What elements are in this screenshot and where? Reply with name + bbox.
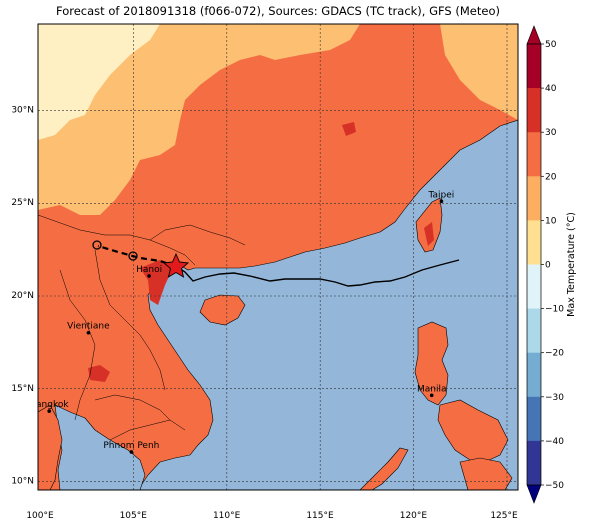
lat-tick-label: 20°N bbox=[11, 291, 34, 301]
colorbar-band bbox=[527, 44, 541, 89]
city-label: Hanoi bbox=[136, 265, 162, 275]
plot-frame bbox=[37, 23, 519, 491]
hainan bbox=[199, 294, 246, 326]
lat-axis: 30°N 25°N 20°N 15°N 10°N bbox=[11, 105, 34, 486]
colorbar-band bbox=[527, 308, 541, 353]
colorbar-label: Max Temperature (°C) bbox=[566, 212, 577, 317]
city-label: Manila bbox=[417, 384, 447, 394]
visayas bbox=[437, 399, 509, 463]
colorbar-tick-label: −10 bbox=[545, 305, 564, 315]
city-dot bbox=[439, 199, 444, 204]
lat-tick-label: 15°N bbox=[11, 384, 34, 394]
gulf-of-thailand bbox=[54, 404, 146, 490]
colorbar-tick-label: −50 bbox=[545, 481, 564, 491]
colorbar-tick-label: −30 bbox=[545, 393, 564, 403]
colorbar-max-arrow bbox=[526, 25, 542, 45]
colorbar: 50 40 30 20 10 0 −10 −20 −30 −40 −50 Max Temperatu… bbox=[526, 25, 577, 504]
lon-tick-label: 125°E bbox=[490, 511, 518, 521]
lon-tick-label: 110°E bbox=[213, 511, 241, 521]
city-label: Phnom Penh bbox=[103, 441, 159, 451]
lat-tick-label: 30°N bbox=[11, 105, 34, 115]
lon-tick-label: 120°E bbox=[400, 511, 428, 521]
palawan bbox=[359, 447, 409, 490]
city-label: Taipei bbox=[428, 190, 455, 200]
colorbar-tick-label: 0 bbox=[545, 261, 551, 271]
city-dot bbox=[429, 393, 434, 398]
city-dot bbox=[86, 330, 91, 335]
malay-peninsula bbox=[38, 404, 63, 490]
lon-axis: 100°E 105°E 110°E 115°E 120°E 125°E bbox=[26, 511, 518, 521]
colorbar-tick-label: 30 bbox=[545, 128, 557, 138]
colorbar-min-arrow bbox=[526, 484, 542, 504]
colorbar-band bbox=[527, 396, 541, 442]
colorbar-band bbox=[527, 352, 541, 398]
colorbar-tick-label: 50 bbox=[545, 40, 557, 50]
tc-track-observed bbox=[175, 259, 460, 287]
colorbar-band bbox=[527, 220, 541, 265]
hot-patch-red-river bbox=[140, 260, 172, 305]
map-layers: Taipei Hanoi Vientiane Manila Bangkok Phnom P… bbox=[30, 24, 518, 490]
city-label: Bangkok bbox=[30, 400, 70, 410]
cold-region-nw bbox=[38, 24, 160, 140]
gridlines bbox=[38, 24, 518, 490]
lat-tick-label: 10°N bbox=[11, 477, 34, 487]
forecast-point-2 bbox=[92, 240, 102, 250]
lat-tick-label: 25°N bbox=[11, 198, 34, 208]
tc-current-position-star bbox=[162, 252, 190, 278]
colorbar-tick-label: 10 bbox=[545, 216, 557, 226]
city-dot bbox=[147, 274, 151, 278]
lon-tick-label: 100°E bbox=[26, 511, 54, 521]
colorbar-band bbox=[527, 132, 541, 177]
colorbar-band bbox=[527, 176, 541, 221]
city-dot bbox=[129, 450, 134, 454]
city-dot bbox=[47, 409, 52, 413]
luzon bbox=[414, 321, 449, 406]
colorbar-tick-label: −20 bbox=[545, 349, 564, 359]
taiwan-hot bbox=[424, 222, 434, 246]
cool-region-ne bbox=[440, 24, 518, 120]
forecast-point-1 bbox=[128, 251, 138, 261]
cool-region-north bbox=[38, 24, 360, 215]
hot-patch-china bbox=[342, 122, 356, 136]
lon-tick-label: 105°E bbox=[120, 511, 148, 521]
lon-tick-label: 115°E bbox=[306, 511, 334, 521]
city-markers: Taipei Hanoi Vientiane Manila Bangkok Phnom P… bbox=[30, 190, 455, 454]
colorbar-band bbox=[527, 440, 541, 486]
city-label: Vientiane bbox=[67, 322, 110, 332]
colorbar-band bbox=[527, 88, 541, 133]
colorbar-tick-label: 40 bbox=[545, 84, 557, 94]
country-borders bbox=[38, 214, 246, 441]
map-title: Forecast of 2018091318 (f066-072), Sourc… bbox=[56, 4, 500, 18]
mindanao bbox=[459, 457, 513, 490]
hot-patch-laos bbox=[88, 365, 110, 382]
colorbar-tick-label: 20 bbox=[545, 172, 557, 182]
colorbar-tick-label: −40 bbox=[545, 437, 564, 447]
colorbar-band bbox=[527, 264, 541, 309]
